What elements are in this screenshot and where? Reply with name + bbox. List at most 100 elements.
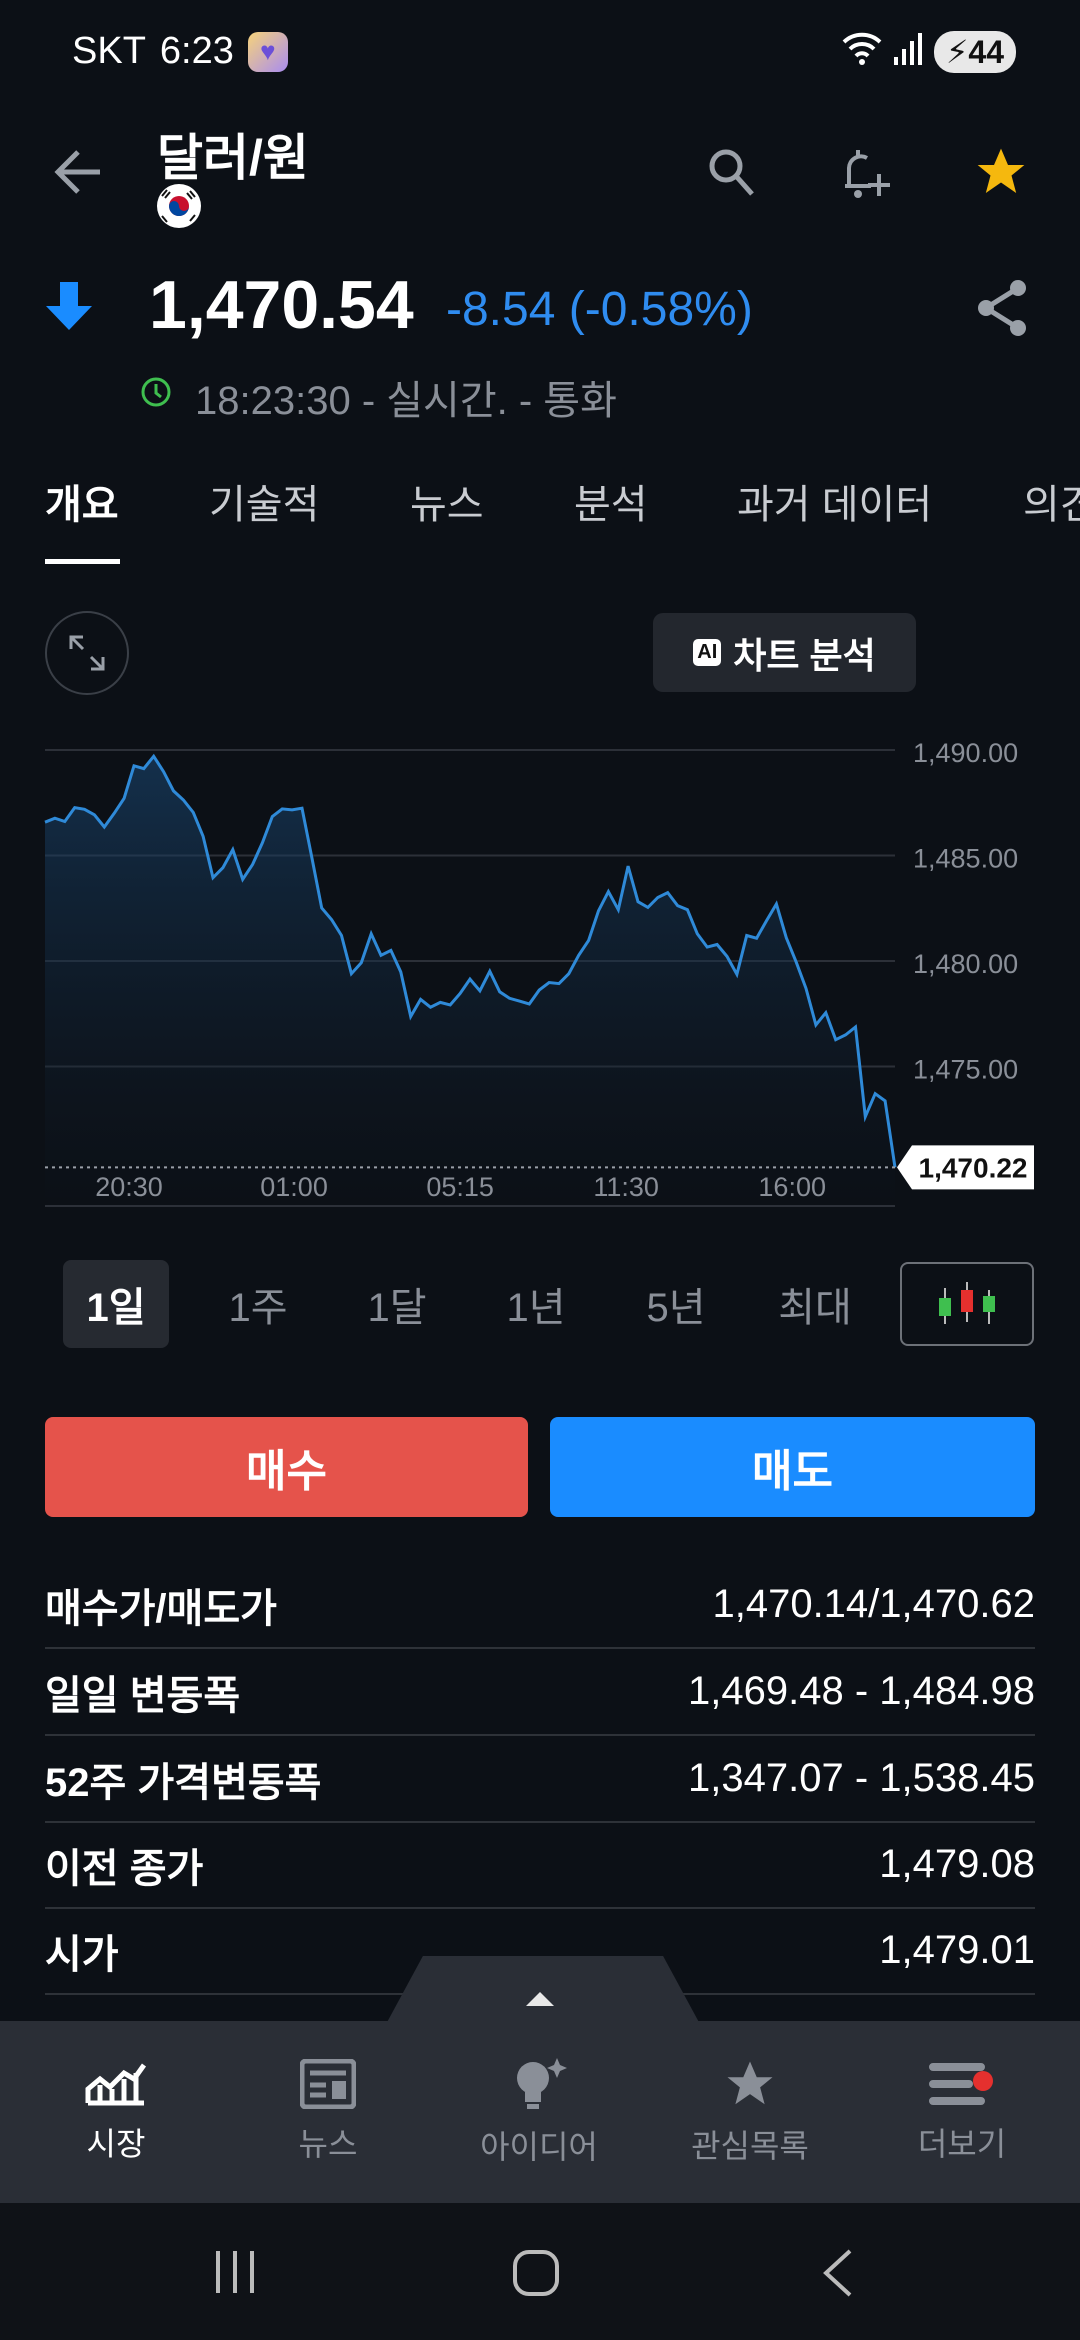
tab-news[interactable]: 뉴스 (410, 483, 484, 527)
bell-plus-icon (845, 150, 890, 198)
nav-label: 더보기 (917, 2126, 1007, 2162)
nav-label: 관심목록 (691, 2128, 809, 2164)
chevron-up-icon (526, 1990, 554, 2011)
nav-label: 시장 (86, 2126, 146, 2162)
page-title: 달러/원 (157, 130, 309, 186)
bottom-nav: 시장 뉴스 아이디어 관심목록 더보기 (0, 2021, 1080, 2203)
nav-ideas[interactable]: 아이디어 (439, 2021, 639, 2203)
period-selector: 1일 1주 1달 1년 5년 최대 (0, 1260, 1080, 1348)
tab-technical[interactable]: 기술적 (209, 483, 320, 527)
last-price-label: 1,470.22 (919, 1152, 1028, 1183)
period-max[interactable]: 최대 (778, 1286, 852, 1330)
home-icon[interactable] (512, 2249, 560, 2297)
stat-value: 1,347.07 - 1,538.45 (688, 1756, 1035, 1800)
clock: 6:23 (159, 30, 234, 72)
last-price-tag (897, 1145, 1034, 1190)
expand-icon (69, 635, 105, 671)
markets-chart-icon (85, 2063, 147, 2106)
tab-bar: 개요 기술적 뉴스 분석 과거 데이터 의견 (0, 472, 1080, 562)
sell-button[interactable]: 매도 (550, 1417, 1035, 1517)
tab-opinions[interactable]: 의견 (1023, 483, 1080, 527)
stat-label: 52주 가격변동폭 (45, 1760, 322, 1805)
stat-value: 1,470.14/1,470.62 (712, 1582, 1035, 1626)
nav-label: 아이디어 (480, 2129, 598, 2165)
stat-value: 1,479.01 (879, 1928, 1035, 1972)
nav-more[interactable]: 더보기 (862, 2021, 1062, 2203)
south-korea-flag-icon (157, 184, 201, 228)
clock-icon (140, 376, 172, 413)
stat-label: 시가 (45, 1932, 119, 1977)
lightbulb-icon (517, 2058, 567, 2109)
ai-chart-analysis-button[interactable]: AI 차트 분석 (653, 613, 916, 692)
price-chart[interactable]: 1,490.00 1,485.00 1,480.00 1,475.00 20:30 01:… (0, 730, 1080, 1210)
stat-value: 1,469.48 - 1,484.98 (688, 1669, 1035, 1713)
wifi-icon (840, 30, 884, 74)
search-icon (709, 149, 754, 196)
y-tick-label: 1,490.00 (913, 738, 1018, 768)
stat-row: 52주 가격변동폭 1,347.07 - 1,538.45 (45, 1736, 1035, 1823)
stat-value: 1,479.08 (879, 1842, 1035, 1886)
ai-button-label: 차트 분석 (733, 634, 876, 676)
expand-sheet-handle[interactable] (385, 1956, 701, 2026)
nav-news[interactable]: 뉴스 (228, 2021, 428, 2203)
watchlist-star-button[interactable] (969, 140, 1033, 204)
nav-watchlist[interactable]: 관심목록 (650, 2021, 850, 2203)
back-nav-icon[interactable] (822, 2249, 854, 2297)
y-tick-label: 1,485.00 (913, 844, 1018, 874)
battery-level: 44 (968, 34, 1004, 70)
tab-overview[interactable]: 개요 (45, 483, 119, 527)
status-bar-left: SKT 6:23 ♥ (72, 30, 288, 73)
area-fill (45, 756, 895, 1210)
add-alert-button[interactable] (833, 140, 897, 204)
y-tick-label: 1,480.00 (913, 949, 1018, 979)
buy-button[interactable]: 매수 (45, 1417, 528, 1517)
app-notification-icon: ♥ (247, 31, 288, 72)
nav-label: 뉴스 (298, 2126, 358, 2162)
x-tick-label: 11:30 (593, 1172, 659, 1202)
stat-label: 일일 변동폭 (45, 1673, 241, 1718)
period-1m[interactable]: 1달 (367, 1286, 427, 1330)
stat-label: 이전 종가 (45, 1846, 204, 1891)
battery-indicator: ⚡44 (933, 31, 1016, 73)
stat-row: 일일 변동폭 1,469.48 - 1,484.98 (45, 1649, 1035, 1736)
y-tick-label: 1,475.00 (913, 1055, 1018, 1085)
period-1w[interactable]: 1주 (228, 1286, 288, 1330)
active-tab-indicator (45, 559, 120, 564)
newspaper-icon (300, 2059, 356, 2109)
stat-row: 이전 종가 1,479.08 (45, 1822, 1035, 1909)
x-tick-label: 16:00 (758, 1172, 826, 1202)
carrier: SKT (72, 30, 146, 72)
x-tick-label: 01:00 (260, 1172, 328, 1202)
stat-row: 매수가/매도가 1,470.14/1,470.62 (45, 1562, 1035, 1649)
x-tick-label: 20:30 (95, 1172, 163, 1202)
period-5y[interactable]: 5년 (646, 1286, 706, 1330)
star-icon (977, 148, 1025, 193)
star-outline-icon (727, 2061, 773, 2105)
candlestick-icon (939, 1282, 995, 1324)
recent-apps-icon[interactable] (212, 2249, 258, 2295)
system-nav-bar (0, 2203, 1080, 2340)
tab-historical-data[interactable]: 과거 데이터 (737, 483, 933, 527)
price-change: -8.54 (-0.58%) (446, 283, 753, 336)
menu-icon (929, 2063, 993, 2105)
period-1y[interactable]: 1년 (506, 1286, 566, 1330)
share-button[interactable] (972, 278, 1032, 343)
ai-icon: AI (693, 639, 722, 666)
chart-type-button[interactable] (900, 1262, 1034, 1346)
nav-markets[interactable]: 시장 (16, 2021, 216, 2203)
price-line (44, 753, 897, 1168)
arrow-left-icon (54, 150, 100, 194)
fullscreen-button[interactable] (45, 611, 129, 695)
period-1d[interactable]: 1일 (63, 1260, 169, 1348)
stat-label: 매수가/매도가 (45, 1586, 277, 1631)
status-bar-right: ⚡44 (840, 30, 1016, 74)
back-button[interactable] (50, 140, 110, 209)
quote-timestamp: 18:23:30 - 실시간. - 통화 (195, 379, 617, 423)
tab-analysis[interactable]: 분석 (574, 483, 648, 527)
signal-icon (893, 31, 924, 73)
x-tick-label: 05:15 (426, 1172, 494, 1202)
down-arrow-icon (44, 282, 94, 337)
current-price: 1,470.54 (149, 267, 414, 343)
search-button[interactable] (700, 140, 764, 204)
share-icon (978, 280, 1026, 336)
